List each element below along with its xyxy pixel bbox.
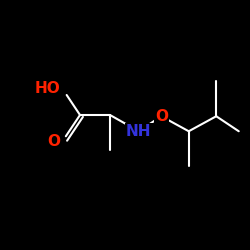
Text: NH: NH xyxy=(126,124,152,139)
Text: O: O xyxy=(155,109,168,124)
Text: HO: HO xyxy=(34,81,60,96)
Text: O: O xyxy=(47,134,60,149)
